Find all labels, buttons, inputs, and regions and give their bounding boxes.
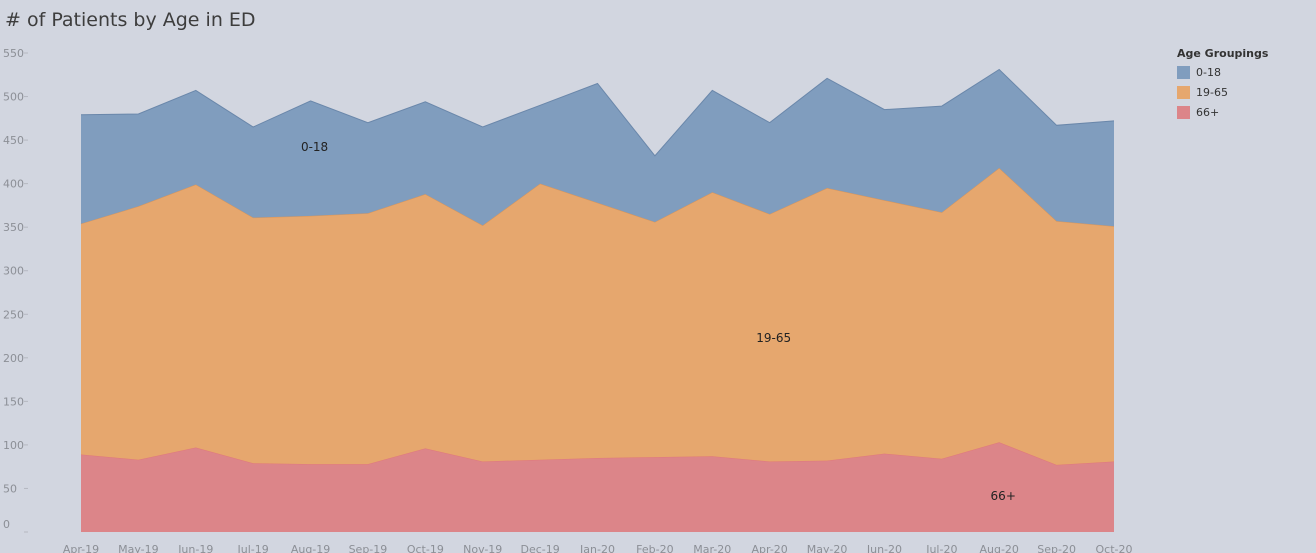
area-19-65[interactable] [81,168,1114,465]
area-0-18[interactable] [81,69,1114,227]
y-tick-label: 500 [3,91,24,104]
area-label-0-18: 0-18 [301,140,328,154]
x-tick-label: Nov-19 [463,543,502,553]
x-tick-label: Oct-20 [1096,543,1133,553]
x-tick-label: Jun-19 [177,543,213,553]
y-tick-label: 200 [3,352,24,365]
x-tick-label: Feb-20 [636,543,673,553]
legend-item-66-plus[interactable]: 66+ [1177,102,1268,122]
legend-label-0-18: 0-18 [1196,65,1221,79]
y-tick-label: 450 [3,134,24,147]
x-tick-label: Aug-19 [291,543,330,553]
legend-swatch-0-18 [1177,65,1190,79]
legend-item-0-18[interactable]: 0-18 [1177,62,1268,82]
legend-label-66-plus: 66+ [1196,105,1220,119]
line-0-18 [80,68,1115,157]
x-tick-label: Jun-20 [866,543,902,553]
x-tick-label: May-19 [118,543,159,553]
x-tick-label: Jul-19 [237,543,269,553]
area-66-plus[interactable] [81,442,1114,532]
area-label-66-plus: 66+ [991,489,1016,503]
legend: Age Groupings 0-18 19-65 66+ [1177,47,1268,122]
x-tick-label: Mar-20 [693,543,731,553]
y-tick-label: 50 [3,482,17,495]
legend-label-19-65: 19-65 [1196,85,1228,99]
x-tick-label: Apr-20 [752,543,788,553]
y-tick-label: 350 [3,221,24,234]
y-tick-label: 400 [3,178,24,191]
y-tick-label: 100 [3,439,24,452]
x-tick-label: Jan-20 [579,543,615,553]
legend-swatch-66-plus [1177,105,1190,119]
y-tick-label: 0 [3,518,10,531]
x-tick-label: Sep-20 [1037,543,1076,553]
legend-title: Age Groupings [1177,47,1269,60]
x-tick-label: Sep-19 [349,543,388,553]
x-tick-label: May-20 [807,543,848,553]
x-tick-label: Jul-20 [925,543,957,553]
chart-title: # of Patients by Age in ED [5,9,256,31]
x-tick-label: Aug-20 [979,543,1018,553]
x-tick-label: Dec-19 [520,543,559,553]
y-tick-label: 550 [3,47,24,60]
y-tick-label: 300 [3,265,24,278]
area-label-19-65: 19-65 [756,331,791,345]
x-tick-label: Apr-19 [63,543,99,553]
y-tick-label: 250 [3,308,24,321]
y-tick-label: 150 [3,395,24,408]
legend-swatch-19-65 [1177,85,1190,99]
x-tick-label: Oct-19 [407,543,444,553]
legend-item-19-65[interactable]: 19-65 [1177,82,1268,102]
